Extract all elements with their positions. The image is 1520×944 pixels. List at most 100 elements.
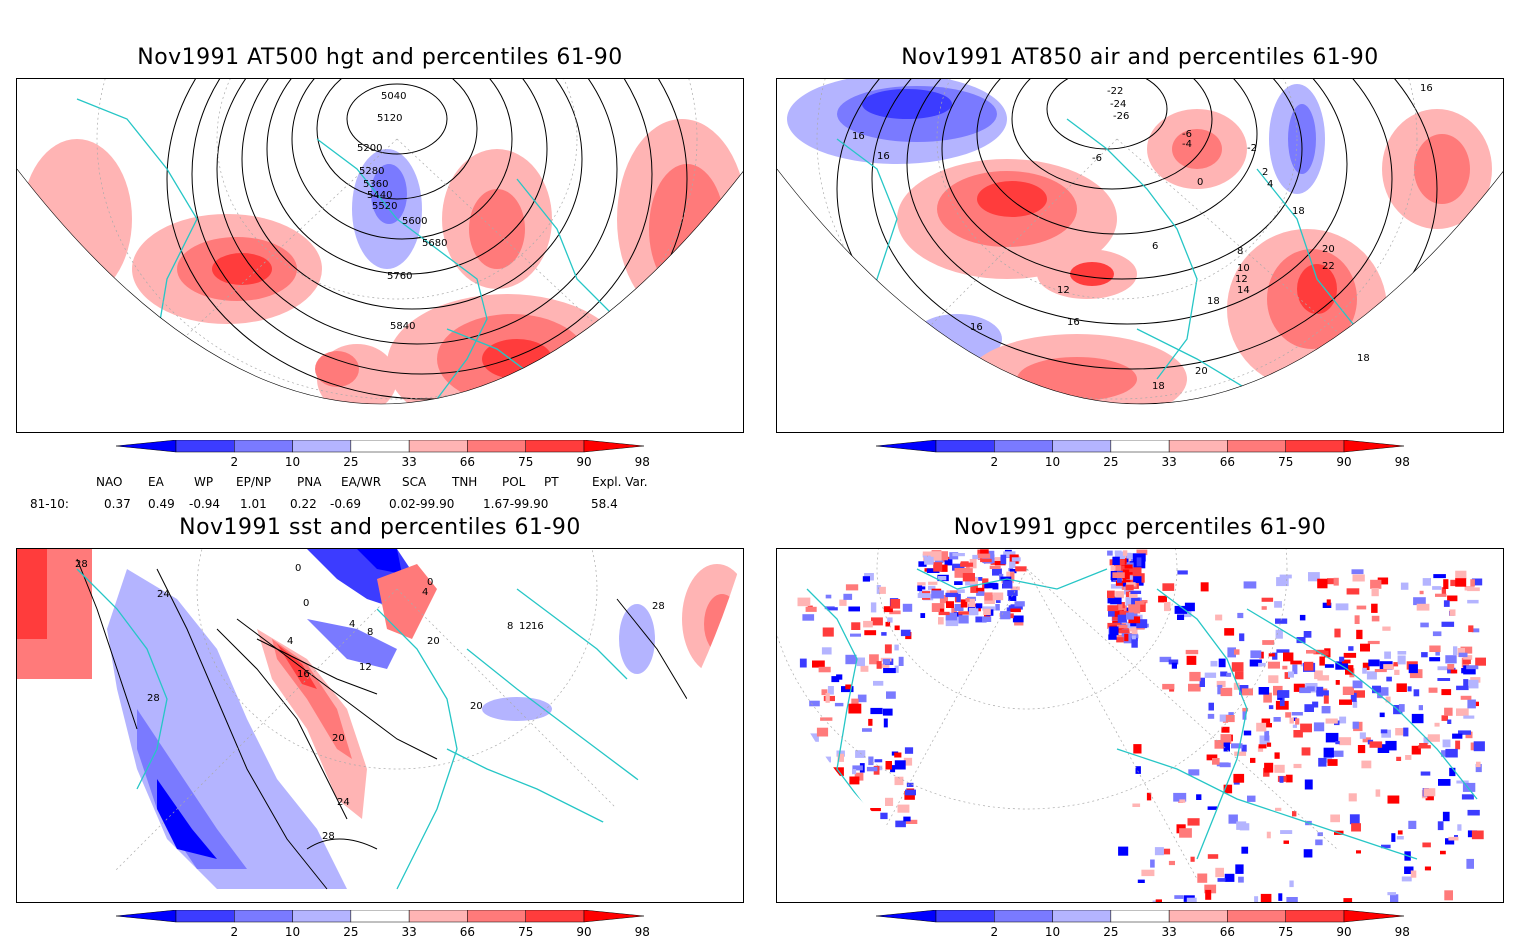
colorbar-segment bbox=[467, 440, 526, 453]
colorbar-arrow-low bbox=[876, 910, 937, 923]
coastlines-sst bbox=[76, 568, 678, 890]
contour-label: -6 bbox=[1092, 153, 1102, 164]
contour-label: 8 bbox=[1237, 246, 1243, 257]
index-header: EA/WR bbox=[341, 475, 382, 489]
colorbar-segment bbox=[1285, 440, 1345, 453]
colorbar-segment bbox=[1285, 910, 1345, 923]
contour-label: -4 bbox=[1182, 139, 1192, 150]
colorbar-label: 90 bbox=[576, 455, 592, 469]
colorbar-segment bbox=[1052, 910, 1112, 923]
contour-label: 28 bbox=[147, 693, 160, 704]
contour-label: 0 bbox=[427, 577, 433, 588]
contour-label: -22 bbox=[1107, 86, 1123, 97]
contours-hgt bbox=[166, 79, 688, 400]
map-svg-air: -22 -24 -26 -6 -6 -4 -2 0 2 4 6 8 10 12 … bbox=[777, 79, 1503, 432]
colorbar-segment bbox=[467, 910, 526, 923]
index-value: 0.37 bbox=[104, 497, 131, 511]
contour-label: -26 bbox=[1113, 111, 1129, 122]
hemisphere-edge-air bbox=[777, 169, 1503, 432]
contour-label: 4 bbox=[422, 587, 428, 598]
contour-label: 20 bbox=[427, 636, 440, 647]
colorbar-label: 2 bbox=[230, 455, 239, 469]
colorbar-label: 66 bbox=[1219, 925, 1236, 939]
map-svg-sst: 28 24 28 20 24 28 0 0 4 4 8 12 16 4 0 20… bbox=[17, 549, 743, 902]
colorbar-label: 66 bbox=[1219, 455, 1236, 469]
contour-label: 5680 bbox=[422, 238, 447, 249]
contour-label: -24 bbox=[1110, 99, 1126, 110]
panel-title-air: Nov1991 AT850 air and percentiles 61-90 bbox=[901, 45, 1379, 70]
contour-label: 18 bbox=[1152, 381, 1165, 392]
colorbar-segment bbox=[175, 910, 235, 923]
colorbar-segment bbox=[525, 440, 585, 453]
map-svg-hgt: 5040 5120 5200 5280 5360 5440 5520 5600 … bbox=[17, 79, 743, 432]
contour-label: 18 bbox=[1292, 206, 1305, 217]
contour-label: 16 bbox=[852, 131, 865, 142]
gridlines-sst bbox=[96, 549, 698, 890]
colorbar-label: 75 bbox=[518, 925, 534, 939]
contour-label: 4 bbox=[287, 636, 293, 647]
contour-label: 5120 bbox=[377, 113, 402, 124]
index-value: 58.4 bbox=[591, 497, 618, 511]
contour-label: 20 bbox=[332, 733, 345, 744]
colorbar-segment bbox=[1227, 910, 1286, 923]
colorbar-segment bbox=[935, 910, 995, 923]
contour-label: 4 bbox=[349, 619, 355, 630]
colorbar-label: 2 bbox=[990, 925, 999, 939]
colorbar-segment bbox=[1227, 440, 1286, 453]
colorbar-label: 90 bbox=[576, 925, 592, 939]
colorbar-segment bbox=[935, 440, 995, 453]
colorbar-segment bbox=[350, 440, 410, 453]
index-header: SCA bbox=[402, 475, 427, 489]
colorbar-label: 25 bbox=[1103, 925, 1119, 939]
index-header: POL bbox=[502, 475, 526, 489]
colorbar-segment bbox=[1052, 440, 1112, 453]
colorbar-label: 33 bbox=[1161, 925, 1177, 939]
panel-title-sst: Nov1991 sst and percentiles 61-90 bbox=[179, 515, 581, 540]
colorbar-segment bbox=[175, 440, 235, 453]
index-header: TNH bbox=[452, 475, 478, 489]
contour-label: 14 bbox=[1237, 285, 1250, 296]
colorbar-label: 33 bbox=[401, 455, 417, 469]
contour-label: 10 bbox=[1237, 263, 1250, 274]
index-row-label: 81-10: bbox=[30, 497, 69, 511]
colorbar-segment bbox=[994, 440, 1053, 453]
contour-label: 12 bbox=[1235, 274, 1248, 285]
colorbar-label: 75 bbox=[1278, 455, 1294, 469]
coastlines-gpcc bbox=[806, 568, 1478, 860]
map-panel-gpcc bbox=[776, 548, 1504, 903]
contour-label: 28 bbox=[322, 831, 335, 842]
contour-label: 5760 bbox=[387, 271, 412, 282]
colorbar-segment bbox=[994, 910, 1053, 923]
contour-labels-hgt: 5040 5120 5200 5280 5360 5440 5520 5600 … bbox=[357, 91, 447, 332]
contour-label: 12 bbox=[519, 621, 532, 632]
contour-label: 2 bbox=[1262, 167, 1268, 178]
hemisphere-edge-gpcc bbox=[777, 669, 1075, 902]
contour-labels-air: -22 -24 -26 -6 -6 -4 -2 0 2 4 6 8 10 12 … bbox=[852, 83, 1433, 392]
contour-label: 16 bbox=[1067, 317, 1080, 328]
contour-label: 12 bbox=[359, 662, 372, 673]
index-header: EA bbox=[148, 475, 164, 489]
colorbar-segment bbox=[1110, 910, 1170, 923]
contour-label: 12 bbox=[1057, 285, 1070, 296]
index-value: -0.69 bbox=[330, 497, 362, 511]
colorbar-label: 25 bbox=[343, 455, 359, 469]
colorbar-arrow-high bbox=[1343, 910, 1404, 923]
index-value: 0.22 bbox=[290, 497, 317, 511]
panel-title-hgt: Nov1991 AT500 hgt and percentiles 61-90 bbox=[137, 45, 623, 70]
colorbar-label: 66 bbox=[459, 925, 476, 939]
colorbar-segment bbox=[1168, 910, 1228, 923]
colorbar-segment bbox=[408, 440, 468, 453]
colorbar-arrow-low bbox=[876, 440, 937, 453]
map-panel-sst: 28 24 28 20 24 28 0 0 4 4 8 12 16 4 0 20… bbox=[16, 548, 744, 903]
contour-label: 24 bbox=[157, 589, 170, 600]
index-header: Expl. Var. bbox=[592, 475, 648, 489]
colorbar-label: 98 bbox=[634, 925, 650, 939]
colorbar-label: 10 bbox=[1044, 925, 1061, 939]
index-value: 1.01 bbox=[240, 497, 267, 511]
colorbar-arrow-high bbox=[1343, 440, 1404, 453]
colorbar-segment bbox=[408, 910, 468, 923]
index-header: PT bbox=[544, 475, 559, 489]
colorbar-arrow-low bbox=[116, 910, 177, 923]
colorbar-label: 2 bbox=[990, 455, 999, 469]
colorbar-arrow-high bbox=[583, 440, 644, 453]
